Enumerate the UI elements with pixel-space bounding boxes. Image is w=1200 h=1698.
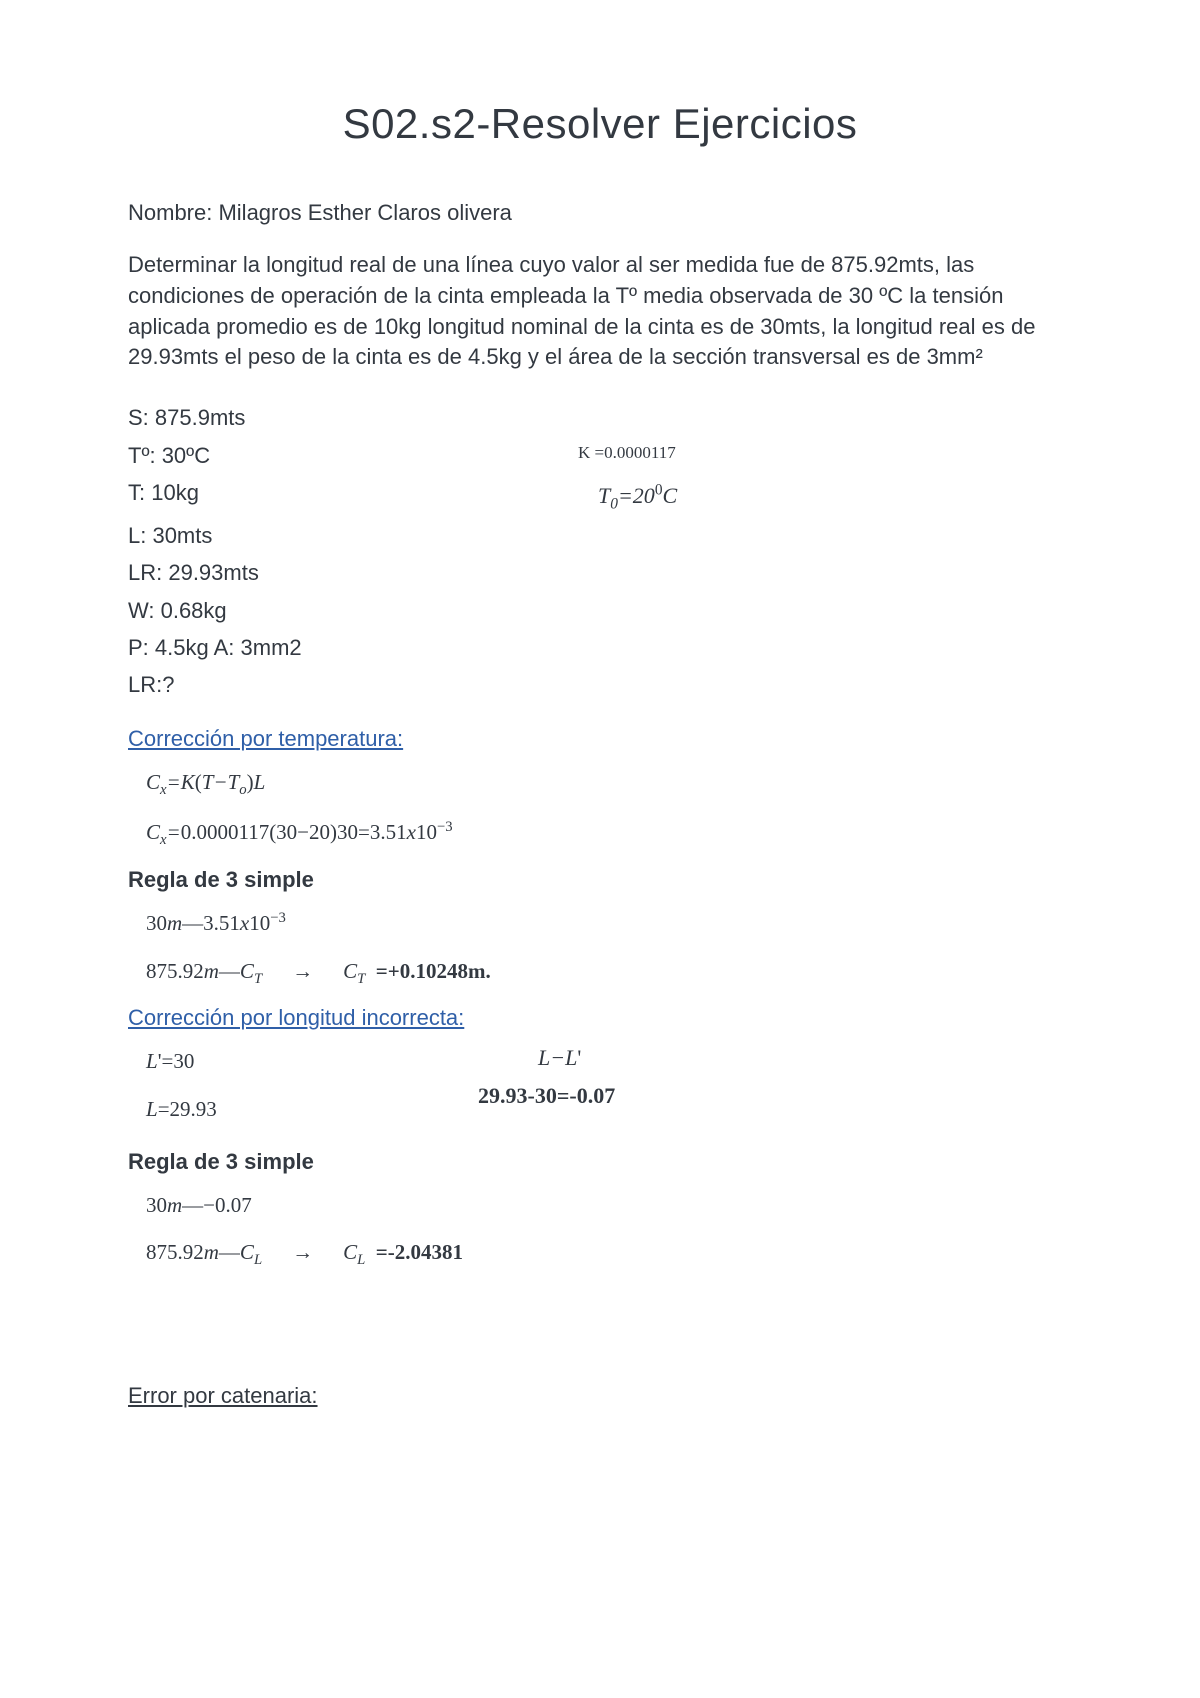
length-l: L=29.93 xyxy=(146,1093,468,1127)
regla-temp-line1: 30m—3.51x10−3 xyxy=(146,907,1072,941)
length-diff-calc: 29.93-30=-0.07 xyxy=(478,1083,615,1109)
given-data-block: S: 875.9mts Tº: 30ºC T: 10kg K =0.000011… xyxy=(128,399,1072,704)
length-lprime: L'=30 xyxy=(146,1045,468,1079)
regla-len-line2: 875.92m—CL → CL =-2.04381 xyxy=(146,1236,1072,1273)
data-lrq: LR:? xyxy=(128,666,1072,703)
data-s: S: 875.9mts xyxy=(128,399,1072,436)
page-title: S02.s2-Resolver Ejercicios xyxy=(128,100,1072,148)
data-lr: LR: 29.93mts xyxy=(128,554,1072,591)
data-pa: P: 4.5kg A: 3mm2 xyxy=(128,629,1072,666)
data-w: W: 0.68kg xyxy=(128,592,1072,629)
regla-temp-line2: 875.92m—CT → CT =+0.10248m. xyxy=(146,955,1072,992)
regla-label-1: Regla de 3 simple xyxy=(128,867,1072,893)
student-name: Nombre: Milagros Esther Claros olivera xyxy=(128,200,1072,226)
section-length: Corrección por longitud incorrecta: xyxy=(128,1005,1072,1031)
formula-cx-numeric: Cx=0.0000117(30−20)30=3.51x10−3 xyxy=(146,816,1072,853)
formula-cx-symbolic: Cx=K(T−To)L xyxy=(146,766,1072,803)
data-l: L: 30mts xyxy=(128,517,1072,554)
section-temperature: Corrección por temperatura: xyxy=(128,726,1072,752)
data-tension: T: 10kg xyxy=(128,474,508,511)
data-temp: Tº: 30ºC xyxy=(128,437,508,474)
regla-len-line1: 30m—−0.07 xyxy=(146,1189,1072,1223)
length-diff-expr: L−L' xyxy=(538,1045,615,1071)
constant-k: K =0.0000117 xyxy=(578,439,677,466)
regla-label-2: Regla de 3 simple xyxy=(128,1149,1072,1175)
problem-statement: Determinar la longitud real de una línea… xyxy=(128,250,1072,373)
constant-t0: T0=200C xyxy=(598,478,677,517)
section-catenaria: Error por catenaria: xyxy=(128,1383,1072,1409)
